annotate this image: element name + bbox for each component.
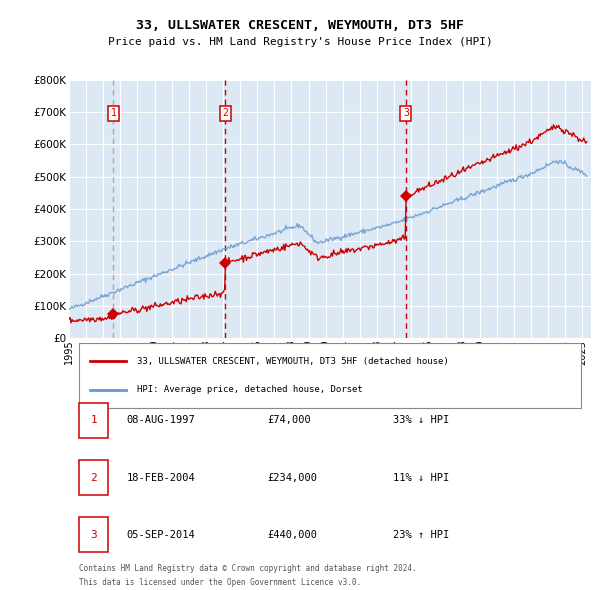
Text: £234,000: £234,000	[268, 473, 317, 483]
Text: 18-FEB-2004: 18-FEB-2004	[127, 473, 195, 483]
Text: £74,000: £74,000	[268, 415, 311, 425]
FancyBboxPatch shape	[79, 460, 108, 495]
FancyBboxPatch shape	[79, 343, 581, 408]
Text: 2: 2	[223, 109, 228, 118]
FancyBboxPatch shape	[79, 517, 108, 552]
Text: 08-AUG-1997: 08-AUG-1997	[127, 415, 195, 425]
Text: 3: 3	[91, 530, 97, 540]
Text: 33% ↓ HPI: 33% ↓ HPI	[392, 415, 449, 425]
Text: 2: 2	[91, 473, 97, 483]
Text: 05-SEP-2014: 05-SEP-2014	[127, 530, 195, 540]
Text: Price paid vs. HM Land Registry's House Price Index (HPI): Price paid vs. HM Land Registry's House …	[107, 37, 493, 47]
Text: 11% ↓ HPI: 11% ↓ HPI	[392, 473, 449, 483]
Text: 33, ULLSWATER CRESCENT, WEYMOUTH, DT3 5HF (detached house): 33, ULLSWATER CRESCENT, WEYMOUTH, DT3 5H…	[137, 357, 449, 366]
Text: 1: 1	[91, 415, 97, 425]
Text: HPI: Average price, detached house, Dorset: HPI: Average price, detached house, Dors…	[137, 385, 362, 395]
Text: 23% ↑ HPI: 23% ↑ HPI	[392, 530, 449, 540]
Text: 33, ULLSWATER CRESCENT, WEYMOUTH, DT3 5HF: 33, ULLSWATER CRESCENT, WEYMOUTH, DT3 5H…	[136, 19, 464, 32]
Text: £440,000: £440,000	[268, 530, 317, 540]
Text: 1: 1	[110, 109, 116, 118]
Text: 3: 3	[403, 109, 409, 118]
FancyBboxPatch shape	[79, 403, 108, 438]
Text: Contains HM Land Registry data © Crown copyright and database right 2024.: Contains HM Land Registry data © Crown c…	[79, 564, 417, 573]
Text: This data is licensed under the Open Government Licence v3.0.: This data is licensed under the Open Gov…	[79, 578, 362, 586]
